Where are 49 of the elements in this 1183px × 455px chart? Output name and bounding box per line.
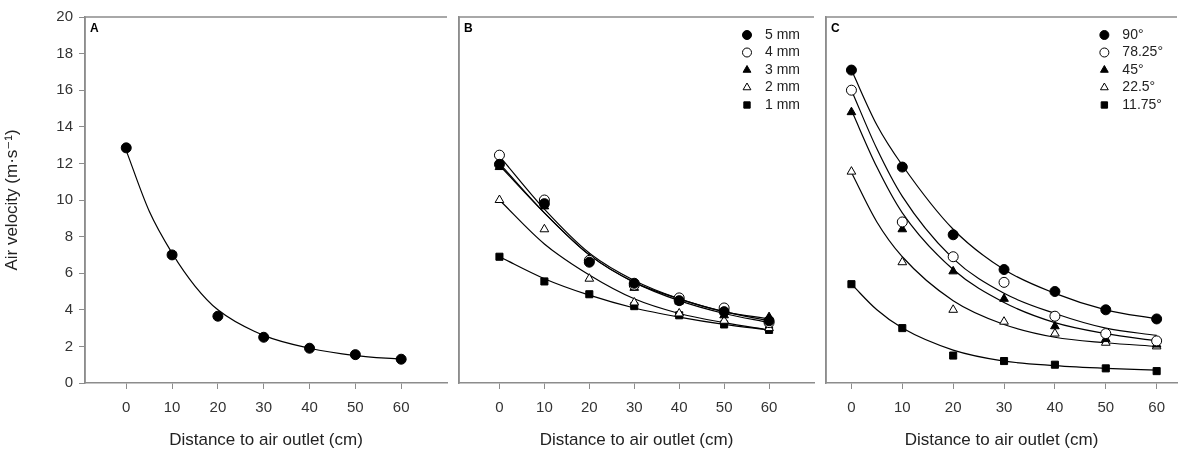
y-tick-label: 10 [56,190,73,208]
legend-label: 1 mm [765,95,800,112]
x-tick-label: 50 [347,398,364,416]
legend-label: 90° [1122,25,1144,42]
y-tick-label: 12 [56,153,73,171]
y-tick-label: 0 [64,373,73,391]
x-tick-label: 60 [760,398,778,416]
legend-label: 78.25° [1122,43,1164,60]
y-tick-label: 20 [56,7,73,25]
y-axis-title: Air velocity (m·s⁻¹) [1,129,21,271]
legend-label: 11.75° [1122,95,1162,112]
x-tick-label: 50 [1097,398,1115,416]
y-tick-label: 4 [64,299,73,317]
annotation: C [831,21,840,36]
legend-label: 45° [1122,60,1144,77]
x-tick-label: 10 [536,398,553,416]
y-tick-label: 6 [64,263,73,281]
legend-label: 22.5° [1122,78,1156,95]
x-tick-label: 20 [944,398,962,416]
x-axis-title: Distance to air outlet (cm) [904,430,1099,450]
legend-label: 5 mm [765,25,800,42]
x-tick-label: 10 [163,398,181,416]
x-tick-label: 30 [255,398,273,416]
x-tick-label: 60 [1148,398,1165,416]
x-tick-label: 40 [301,398,318,416]
x-tick-label: 0 [847,398,856,416]
annotation: B [464,21,473,36]
x-axis-title: Distance to air outlet (cm) [539,430,734,450]
x-tick-label: 20 [209,398,227,416]
y-tick-label: 2 [64,336,73,354]
annotation: A [90,21,99,36]
x-tick-label: 30 [995,398,1013,416]
x-tick-label: 20 [580,398,598,416]
x-tick-label: 0 [122,398,131,416]
x-tick-label: 60 [392,398,410,416]
y-tick-label: 8 [64,226,73,244]
x-tick-label: 40 [1046,398,1064,416]
legend-label: 2 mm [765,78,800,95]
x-tick-label: 30 [625,398,643,416]
x-tick-label: 10 [893,398,911,416]
legend-label: 3 mm [765,60,800,77]
x-tick-label: 50 [715,398,733,416]
y-tick-label: 14 [56,116,73,134]
legend-label: 4 mm [765,43,800,60]
y-tick-label: 18 [56,43,73,61]
y-tick-label: 16 [56,80,73,98]
x-axis-title: Distance to air outlet (cm) [169,430,363,450]
x-tick-label: 40 [670,398,688,416]
x-tick-label: 0 [495,398,504,416]
